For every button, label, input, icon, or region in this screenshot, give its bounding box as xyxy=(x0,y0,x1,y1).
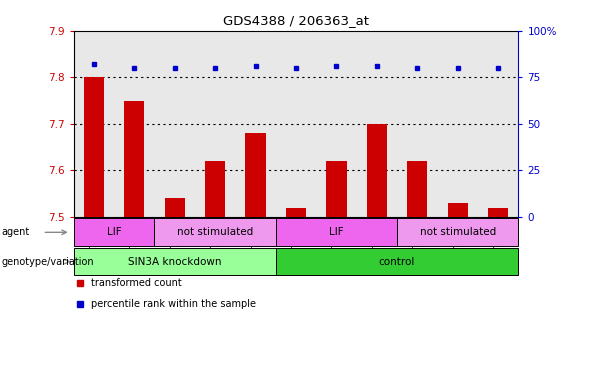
Text: LIF: LIF xyxy=(329,227,344,237)
Bar xyxy=(407,161,428,217)
Text: not stimulated: not stimulated xyxy=(419,227,496,237)
Bar xyxy=(286,208,306,217)
Bar xyxy=(326,161,346,217)
Text: SIN3A knockdown: SIN3A knockdown xyxy=(128,257,221,266)
Text: transformed count: transformed count xyxy=(91,278,182,288)
Bar xyxy=(246,133,266,217)
Bar xyxy=(488,208,508,217)
Bar xyxy=(164,198,185,217)
Text: genotype/variation: genotype/variation xyxy=(1,257,94,266)
Title: GDS4388 / 206363_at: GDS4388 / 206363_at xyxy=(223,14,369,27)
Bar xyxy=(84,77,104,217)
Text: control: control xyxy=(379,257,415,266)
Bar xyxy=(124,101,144,217)
Text: LIF: LIF xyxy=(107,227,121,237)
Bar xyxy=(367,124,387,217)
Bar xyxy=(205,161,225,217)
Text: not stimulated: not stimulated xyxy=(177,227,253,237)
Text: percentile rank within the sample: percentile rank within the sample xyxy=(91,299,256,309)
Text: agent: agent xyxy=(1,227,29,237)
Bar xyxy=(448,203,468,217)
